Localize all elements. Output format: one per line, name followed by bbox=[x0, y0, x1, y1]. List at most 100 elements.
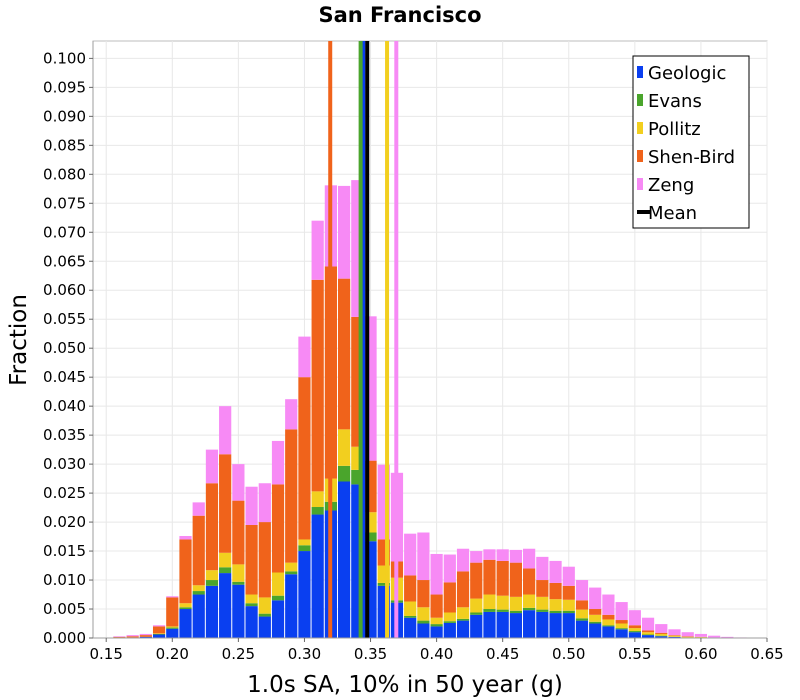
bar-pollitz-0.50 bbox=[562, 599, 575, 611]
bar-pollitz-0.42 bbox=[456, 607, 470, 619]
y-axis: 0.000 0.005 0.010 0.015 0.020 0.025 0.030 0.035… bbox=[43, 41, 94, 647]
y-tick-label: 0.055 bbox=[43, 310, 86, 328]
bar-geologic-0.24 bbox=[219, 573, 232, 638]
bar-evans-0.56 bbox=[641, 634, 655, 636]
bar-zeng-0.24 bbox=[219, 406, 232, 455]
bar-pollitz-0.31 bbox=[311, 491, 324, 508]
bar-zeng-0.17 bbox=[126, 635, 139, 637]
bar-shen-bird-0.20 bbox=[166, 597, 179, 627]
legend-swatch-zeng bbox=[637, 178, 643, 190]
bar-shen-bird-0.57 bbox=[655, 632, 668, 634]
bar-evans-0.55 bbox=[628, 631, 641, 633]
y-tick-label: 0.100 bbox=[43, 49, 86, 67]
bar-shen-bird-0.49 bbox=[549, 582, 562, 600]
bar-shen-bird-0.17 bbox=[126, 636, 139, 638]
bar-geologic-0.33 bbox=[337, 481, 351, 638]
bar-shen-bird-0.28 bbox=[271, 484, 285, 573]
bar-zeng-0.33 bbox=[337, 185, 351, 279]
bar-evans-0.45 bbox=[496, 609, 509, 612]
bar-shen-bird-0.24 bbox=[219, 454, 232, 553]
bar-zeng-0.40 bbox=[430, 553, 443, 595]
bar-pollitz-0.58 bbox=[668, 635, 681, 637]
bar-pollitz-0.28 bbox=[271, 572, 285, 596]
bar-zeng-0.38 bbox=[404, 533, 417, 576]
bar-pollitz-0.33 bbox=[337, 429, 351, 466]
bar-pollitz-0.46 bbox=[509, 596, 523, 611]
bar-zeng-0.52 bbox=[589, 587, 602, 610]
bar-pollitz-0.23 bbox=[205, 570, 219, 581]
bar-pollitz-0.57 bbox=[655, 633, 668, 636]
bar-geologic-0.50 bbox=[562, 613, 575, 638]
bar-evans-0.31 bbox=[311, 507, 324, 515]
bar-zeng-0.31 bbox=[311, 220, 324, 280]
bar-zeng-0.25 bbox=[232, 464, 245, 501]
bar-shen-bird-0.47 bbox=[523, 568, 536, 595]
bar-zeng-0.45 bbox=[496, 549, 509, 561]
y-tick-label: 0.020 bbox=[43, 513, 86, 531]
bar-zeng-0.30 bbox=[298, 336, 311, 378]
bar-geologic-0.25 bbox=[232, 584, 245, 638]
bar-pollitz-0.20 bbox=[166, 626, 179, 628]
bar-geologic-0.42 bbox=[456, 620, 470, 638]
bar-pollitz-0.52 bbox=[589, 614, 602, 622]
y-tick-label: 0.035 bbox=[43, 426, 86, 444]
bar-geologic-0.26 bbox=[245, 606, 258, 638]
y-tick-label: 0.025 bbox=[43, 484, 86, 502]
legend-label-evans: Evans bbox=[648, 91, 702, 112]
y-axis-label: Fraction bbox=[6, 294, 32, 386]
bar-evans-0.26 bbox=[245, 603, 258, 607]
bar-geologic-0.58 bbox=[668, 636, 681, 638]
bar-evans-0.47 bbox=[523, 607, 536, 611]
bar-geologic-0.18 bbox=[139, 636, 152, 638]
bar-zeng-0.39 bbox=[417, 532, 430, 581]
x-tick-label: 0.50 bbox=[552, 645, 585, 663]
bar-evans-0.41 bbox=[443, 621, 456, 623]
bar-evans-0.43 bbox=[470, 612, 483, 615]
bar-geologic-0.19 bbox=[152, 634, 166, 638]
bar-shen-bird-0.39 bbox=[417, 580, 430, 608]
bar-shen-bird-0.59 bbox=[681, 636, 694, 637]
bar-zeng-0.56 bbox=[641, 617, 655, 631]
bar-geologic-0.31 bbox=[311, 514, 324, 638]
bar-pollitz-0.44 bbox=[483, 594, 496, 610]
bar-geologic-0.23 bbox=[205, 585, 219, 638]
bar-shen-bird-0.42 bbox=[456, 571, 470, 608]
bar-pollitz-0.47 bbox=[523, 594, 536, 608]
bar-zeng-0.26 bbox=[245, 486, 258, 525]
bar-pollitz-0.27 bbox=[258, 597, 271, 614]
y-tick-label: 0.090 bbox=[43, 107, 86, 125]
bar-geologic-0.28 bbox=[271, 600, 285, 638]
bar-pollitz-0.25 bbox=[232, 564, 245, 582]
bar-shen-bird-0.40 bbox=[430, 594, 443, 618]
bar-pollitz-0.26 bbox=[245, 594, 258, 604]
bar-pollitz-0.39 bbox=[417, 607, 430, 621]
y-tick-label: 0.085 bbox=[43, 136, 86, 154]
x-tick-label: 0.15 bbox=[90, 645, 123, 663]
x-axis: 0.15 0.20 0.25 0.30 0.35 0.40 0.45 0.50 0.55 0.60… bbox=[90, 637, 784, 663]
bar-geologic-0.53 bbox=[602, 626, 615, 638]
bar-shen-bird-0.33 bbox=[337, 278, 351, 430]
bar-geologic-0.20 bbox=[166, 628, 179, 638]
bar-shen-bird-0.53 bbox=[602, 614, 615, 620]
bar-zeng-0.16 bbox=[113, 636, 126, 637]
bar-zeng-0.41 bbox=[443, 554, 456, 583]
bar-zeng-0.43 bbox=[470, 551, 483, 563]
bar-geologic-0.56 bbox=[641, 635, 655, 638]
bar-geologic-0.47 bbox=[523, 610, 536, 638]
bar-zeng-0.60 bbox=[694, 633, 708, 637]
bar-geologic-0.43 bbox=[470, 614, 483, 638]
bar-zeng-0.55 bbox=[628, 610, 641, 626]
legend-label-pollitz: Pollitz bbox=[648, 119, 701, 140]
bar-zeng-0.23 bbox=[205, 449, 219, 484]
bar-geologic-0.44 bbox=[483, 611, 496, 638]
legend-swatch-geologic bbox=[637, 66, 643, 78]
bar-pollitz-0.29 bbox=[285, 562, 298, 572]
bar-zeng-0.27 bbox=[258, 483, 271, 523]
y-tick-label: 0.005 bbox=[43, 600, 86, 618]
bar-evans-0.24 bbox=[219, 567, 232, 574]
bar-shen-bird-0.25 bbox=[232, 500, 245, 565]
bar-shen-bird-0.41 bbox=[443, 582, 456, 613]
bar-evans-0.49 bbox=[549, 610, 562, 614]
legend-label-shen-bird: Shen-Bird bbox=[648, 147, 735, 168]
bar-zeng-0.57 bbox=[655, 624, 668, 633]
